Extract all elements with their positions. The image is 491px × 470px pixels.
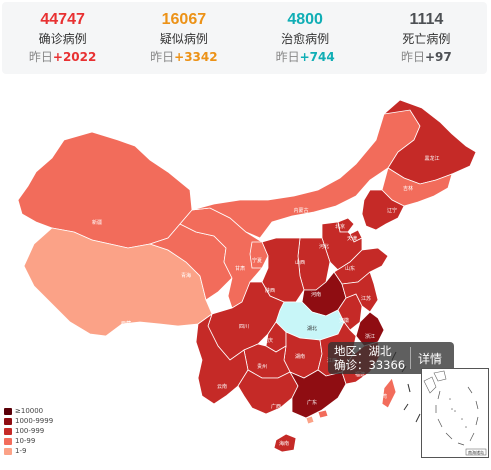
stat-label: 确诊病例 [38,32,87,46]
inset-map: 南海诸岛 [423,370,487,456]
stat-yesterday: 昨日+3342 [150,50,218,64]
province-label: 台湾 [377,393,387,400]
map-legend: ≥10000 1000-9999 100-999 10-99 1-9 [4,406,53,456]
sea-boundary-mark [403,403,409,411]
province-label: 澳门 [291,420,301,427]
province-14[interactable] [249,241,269,269]
province-26[interactable] [237,369,299,415]
province-label: 湖北 [307,325,317,332]
stat-value: 44747 [40,11,85,28]
stat-yesterday: 昨日+744 [275,50,335,64]
province-label: 甘肃 [235,265,245,272]
stat-delta: +97 [425,50,452,64]
province-32[interactable] [305,415,315,425]
province-29[interactable] [273,433,297,453]
stats-panel: 44747 确诊病例 昨日+2022 16067 疑似病例 昨日+3342 48… [2,2,487,74]
province-label: 天津 [347,235,357,242]
stat-confirmed: 44747 确诊病例 昨日+2022 [2,2,123,74]
province-21[interactable] [355,311,385,347]
province-label: 新疆 [92,219,102,226]
stat-cured: 4800 治愈病例 昨日+744 [245,2,366,74]
legend-swatch [4,427,12,435]
province-31[interactable] [317,409,329,419]
province-label: 北京 [335,223,345,230]
province-0[interactable] [17,131,193,249]
stat-delta: +3342 [174,50,218,64]
tooltip-detail-link[interactable]: 详情 [418,352,443,366]
stat-value: 4800 [287,11,323,28]
province-label: 云南 [217,383,227,390]
legend-swatch [4,437,12,445]
province-13[interactable] [261,237,305,303]
province-label: 河北 [319,243,329,250]
legend-swatch [4,447,12,455]
province-label: 陕西 [265,287,275,294]
province-label: 福建 [355,371,365,378]
stat-delta: +2022 [52,50,97,64]
stat-label: 疑似病例 [159,32,208,46]
province-label: 青海 [181,272,191,279]
province-label: 吉林 [403,185,413,192]
province-label: 山西 [295,259,305,266]
tooltip-divider [410,347,411,369]
province-label: 江苏 [361,295,371,302]
legend-item[interactable]: ≥10000 [4,406,53,416]
province-label: 海南 [279,440,289,447]
province-label: 广西 [271,403,281,410]
province-27[interactable] [289,369,347,419]
province-label: 辽宁 [387,207,397,214]
stat-label: 治愈病例 [281,32,330,46]
legend-swatch [4,407,12,415]
legend-item[interactable]: 100-999 [4,426,53,436]
province-20[interactable] [341,271,379,313]
south-china-sea-inset: 南海诸岛 [421,368,489,458]
sea-boundary-mark [407,383,411,393]
province-label: 内蒙古 [293,207,308,214]
stat-delta: +744 [299,50,335,64]
province-label: 香港 [331,406,341,413]
province-label: 宁夏 [252,257,262,264]
legend-label: 100-999 [15,426,45,435]
province-label: 河南 [311,291,321,298]
stat-yesterday: 昨日+2022 [28,50,97,64]
stat-deaths: 1114 死亡病例 昨日+97 [366,2,487,74]
province-label: 安徽 [339,317,349,324]
legend-label: 1000-9999 [15,416,54,425]
tooltip-confirmed: 确诊：33366 [334,358,406,372]
province-30[interactable] [381,377,397,409]
province-7[interactable] [361,189,405,231]
province-label: 贵州 [257,363,267,370]
province-label: 山东 [345,265,355,272]
sea-boundary-mark [415,413,421,423]
legend-label: 10-99 [15,436,36,445]
tooltip-region: 地区：湖北 [334,344,392,358]
inset-label: 南海诸岛 [468,449,484,455]
stat-yesterday: 昨日+97 [400,50,452,64]
province-label: 浙江 [365,333,375,340]
inset-label-box [465,448,487,456]
legend-swatch [4,417,12,425]
province-label: 重庆 [263,337,273,344]
province-label: 广东 [307,399,317,406]
legend-label: ≥10000 [15,406,44,415]
legend-item[interactable]: 1-9 [4,446,53,456]
stat-value: 1114 [409,11,444,28]
province-1[interactable] [23,227,213,337]
stat-suspected: 16067 疑似病例 昨日+3342 [123,2,244,74]
legend-label: 1-9 [15,446,27,455]
legend-item[interactable]: 10-99 [4,436,53,446]
legend-item[interactable]: 1000-9999 [4,416,53,426]
stat-value: 16067 [161,11,207,28]
stat-label: 死亡病例 [402,32,451,46]
province-label: 四川 [239,324,249,330]
province-label: 湖南 [295,353,305,360]
province-label: 西藏 [121,320,131,327]
province-label: 黑龙江 [424,155,439,162]
